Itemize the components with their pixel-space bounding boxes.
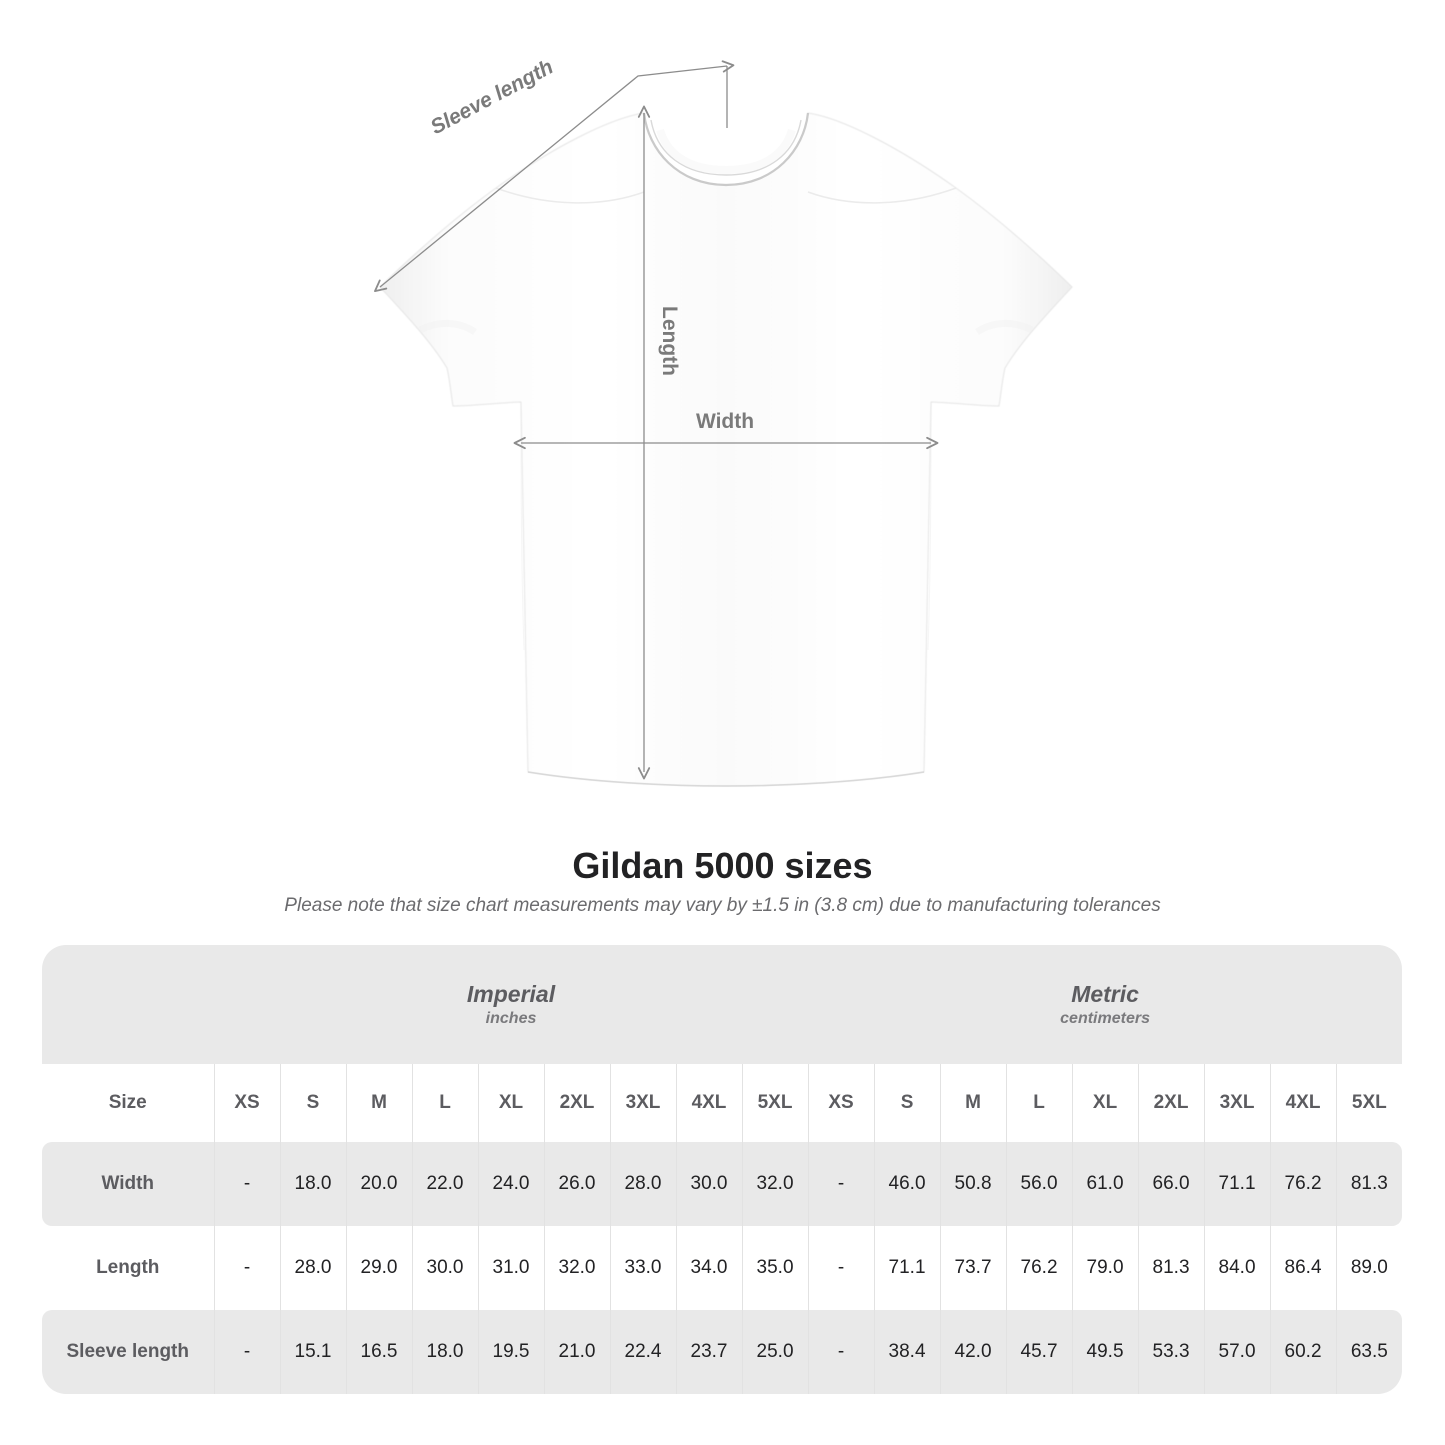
svg-text:Sleeve length: Sleeve length (427, 55, 557, 139)
svg-text:Width: Width (696, 410, 754, 433)
svg-text:Length: Length (658, 306, 681, 376)
